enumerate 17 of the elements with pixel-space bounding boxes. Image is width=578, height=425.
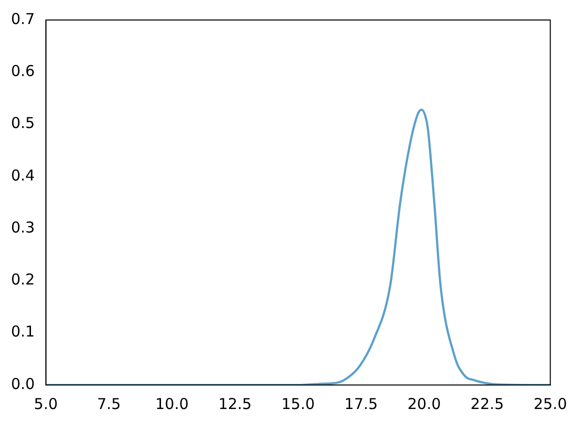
y-tick-label: 0.3 [10,218,35,236]
x-tick-label: 7.5 [96,394,121,413]
x-tick-label: 12.5 [218,394,252,413]
x-tick-label: 10.0 [155,394,189,413]
y-tick-label: 0.7 [10,10,35,28]
x-tick-label: 17.5 [344,394,378,413]
y-tick-label: 0.1 [10,322,35,341]
y-tick-label: 0.2 [10,270,35,289]
y-tick-label: 0.4 [10,166,35,184]
y-tick-label: 0.5 [10,114,35,132]
y-tick-label: 0.0 [10,374,35,393]
x-tick-label: 5.0 [34,394,58,413]
x-tick-label: 22.5 [470,394,504,413]
x-tick-label: 15.0 [281,394,315,413]
x-tick-label: 20.0 [407,394,441,413]
x-tick-label: 25.0 [534,394,568,413]
y-tick-label: 0.6 [10,62,35,80]
